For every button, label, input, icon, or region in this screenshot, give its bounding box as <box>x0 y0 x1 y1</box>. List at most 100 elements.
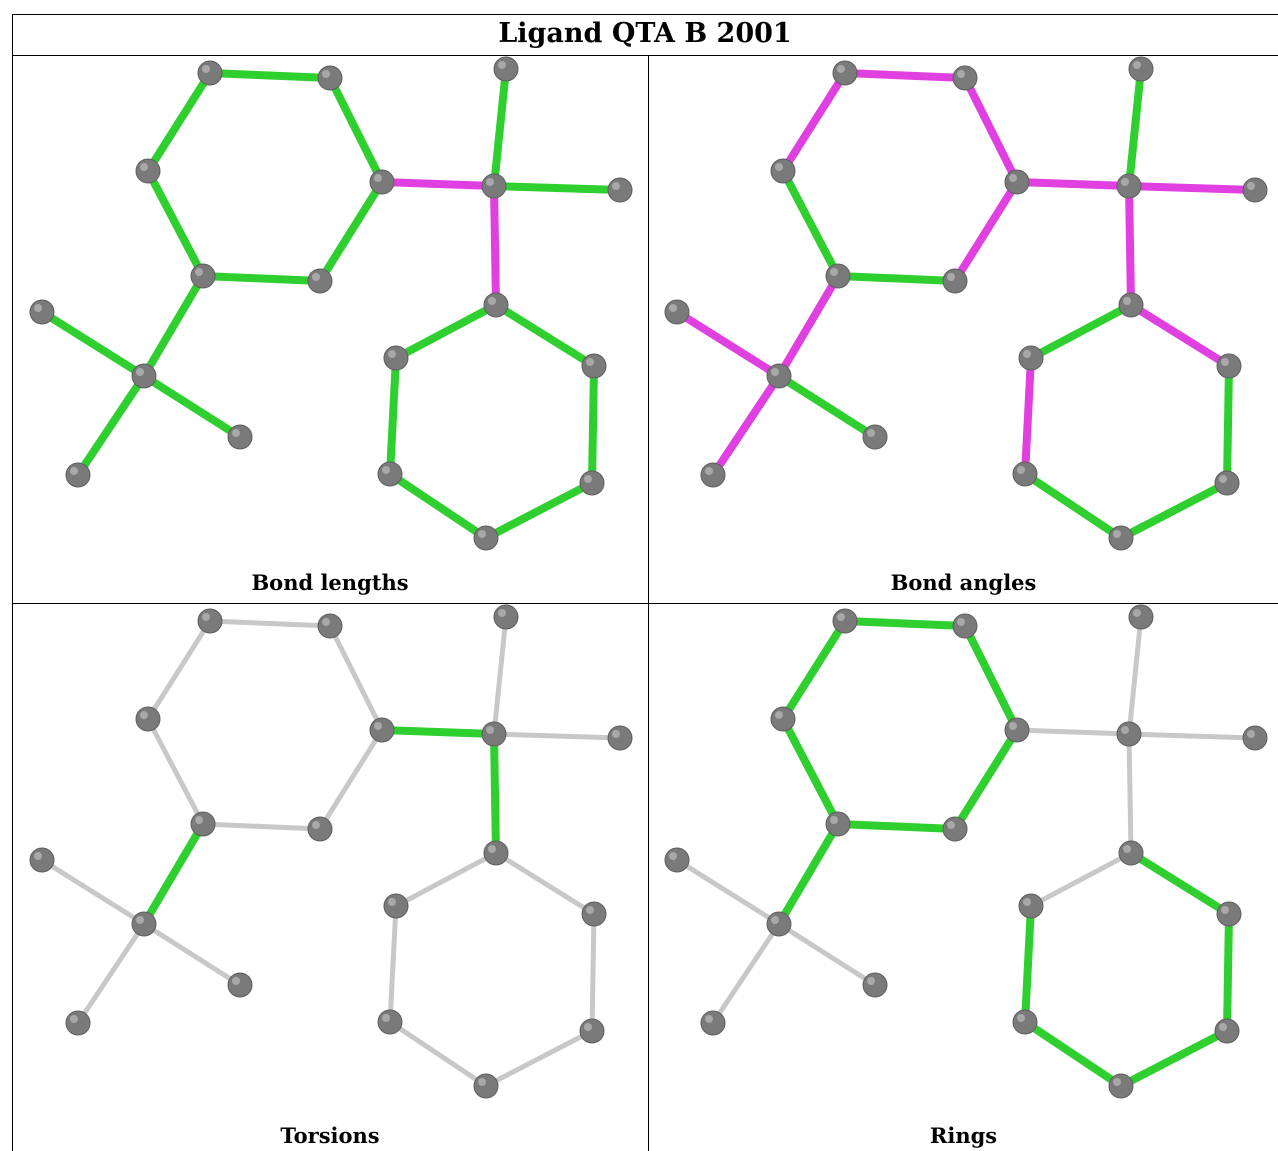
bond-green <box>140 820 207 928</box>
table-frame <box>12 14 1278 1151</box>
panel-rings: Rings <box>649 604 1278 1151</box>
bond-magenta <box>775 272 842 380</box>
atom-sphere <box>1214 1018 1240 1044</box>
atom-highlight <box>947 273 955 281</box>
atom-highlight <box>388 898 396 906</box>
atom-highlight <box>775 711 783 719</box>
panel-bond-angles: Bond angles <box>649 56 1278 603</box>
row-divider <box>12 603 1278 604</box>
atom-highlight <box>374 722 382 730</box>
atom-highlight <box>830 268 838 276</box>
bond-green <box>144 69 214 175</box>
atom-sphere <box>483 292 509 318</box>
bond-green <box>1127 849 1233 918</box>
bond-magenta <box>1021 354 1035 478</box>
atom-highlight <box>140 163 148 171</box>
atom-sphere <box>473 525 499 551</box>
bond-magenta <box>1125 182 1259 194</box>
atom-highlight <box>612 182 620 190</box>
atom-sphere <box>131 911 157 937</box>
atom-highlight <box>957 70 965 78</box>
bond-green <box>326 74 386 186</box>
atom-highlight <box>584 475 592 483</box>
molecule-diagram-rings <box>664 604 1268 1099</box>
atom-sphere <box>1128 56 1154 82</box>
atom-highlight <box>1123 297 1131 305</box>
atom-highlight <box>388 350 396 358</box>
atom-highlight <box>486 178 494 186</box>
bond-green <box>392 301 500 362</box>
atom-highlight <box>195 268 203 276</box>
panel-bond-lengths: Bond lengths <box>12 56 648 603</box>
atom-sphere <box>1012 461 1038 487</box>
bond-green <box>316 178 386 285</box>
atom-sphere <box>493 604 519 630</box>
bond-magenta <box>1125 182 1135 309</box>
bond-grey <box>776 921 878 988</box>
atom-highlight <box>837 613 845 621</box>
atom-highlight <box>486 726 494 734</box>
atom-highlight <box>1121 178 1129 186</box>
bond-green <box>1125 65 1145 190</box>
atom-sphere <box>29 847 55 873</box>
atom-highlight <box>478 530 486 538</box>
atom-sphere <box>65 1010 91 1036</box>
atom-highlight <box>771 368 779 376</box>
bond-green <box>492 301 598 370</box>
atom-sphere <box>1004 717 1030 743</box>
atom-highlight <box>705 467 713 475</box>
atom-highlight <box>70 1015 78 1023</box>
atom-highlight <box>584 1023 592 1031</box>
panel-torsions: Torsions <box>12 604 648 1151</box>
atom-sphere <box>383 893 409 919</box>
atom-sphere <box>135 706 161 732</box>
atom-sphere <box>1128 604 1154 630</box>
bond-magenta <box>378 178 498 190</box>
atom-highlight <box>195 816 203 824</box>
atom-sphere <box>369 169 395 195</box>
bond-grey <box>145 618 213 722</box>
bond-green <box>775 820 842 928</box>
atom-highlight <box>382 1014 390 1022</box>
bond-green <box>378 726 498 738</box>
caption-bond-angles: Bond angles <box>890 570 1037 595</box>
atom-highlight <box>1121 726 1129 734</box>
bond-grey <box>207 618 333 629</box>
atom-sphere <box>1018 345 1044 371</box>
atom-sphere <box>664 299 690 325</box>
atom-sphere <box>1004 169 1030 195</box>
atom-sphere <box>1118 292 1144 318</box>
atom-highlight <box>1133 609 1141 617</box>
atom-highlight <box>322 70 330 78</box>
atom-highlight <box>140 711 148 719</box>
bond-green <box>38 308 148 380</box>
atom-highlight <box>867 429 875 437</box>
bond-magenta <box>779 69 849 175</box>
atom-highlight <box>705 1015 713 1023</box>
atom-highlight <box>586 906 594 914</box>
bond-grey <box>387 903 399 1025</box>
atom-sphere <box>307 816 333 842</box>
bond-grey <box>493 850 597 917</box>
atom-sphere <box>317 65 343 91</box>
atom-sphere <box>1242 725 1268 751</box>
atom-sphere <box>1118 840 1144 866</box>
atom-sphere <box>317 613 343 639</box>
bond-grey <box>674 857 782 927</box>
bond-green <box>779 167 842 280</box>
bond-green <box>779 617 849 723</box>
bond-magenta <box>951 178 1021 285</box>
atom-highlight <box>232 429 240 437</box>
atom-sphere <box>227 424 253 450</box>
bond-green <box>1117 1027 1231 1090</box>
atom-highlight <box>1221 906 1229 914</box>
atom-sphere <box>307 268 333 294</box>
atom-highlight <box>1009 722 1017 730</box>
atom-highlight <box>669 852 677 860</box>
atom-sphere <box>1214 470 1240 496</box>
bond-green <box>834 272 959 285</box>
atom-sphere <box>579 1018 605 1044</box>
atom-highlight <box>771 916 779 924</box>
atom-highlight <box>669 304 677 312</box>
atom-highlight <box>374 174 382 182</box>
